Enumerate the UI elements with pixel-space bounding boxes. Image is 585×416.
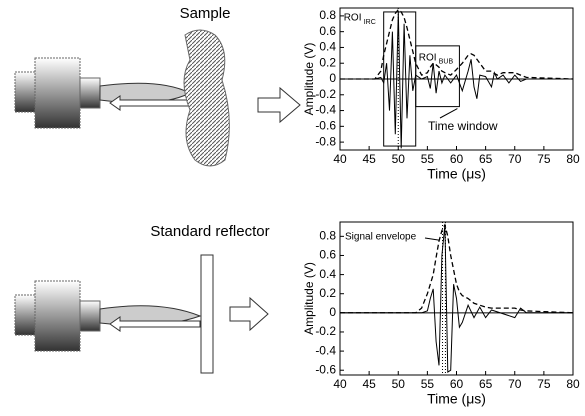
roi-label: ROI [419, 53, 437, 64]
roi-subscript: IRC [364, 19, 376, 26]
x-tick-label: 55 [421, 152, 435, 166]
x-tick-label: 65 [479, 377, 493, 391]
y-tick-label: -0.4 [315, 343, 336, 357]
x-tick-label: 50 [392, 152, 406, 166]
y-tick-label: -0.2 [315, 87, 336, 101]
annotation-arrow [424, 237, 440, 241]
y-tick-label: 0.8 [319, 8, 336, 22]
x-tick-label: 40 [333, 377, 347, 391]
signal-line [340, 224, 573, 374]
x-tick-label: 80 [566, 152, 580, 166]
signal-line [340, 8, 574, 80]
y-tick-label: -0.4 [315, 103, 336, 117]
annotation: Time window [428, 119, 498, 133]
roi-box [415, 45, 460, 108]
x-tick-label: 60 [450, 152, 464, 166]
y-axis-label: Amplitude (V) [302, 262, 316, 335]
x-tick-label: 55 [421, 377, 435, 391]
x-tick-label: 60 [450, 377, 464, 391]
roi-subscript: BUB [439, 59, 454, 66]
annotation: Signal envelope [345, 232, 417, 243]
x-tick-label: 50 [392, 377, 406, 391]
x-tick-label: 80 [566, 377, 580, 391]
x-tick-label: 75 [537, 377, 551, 391]
y-tick-label: 0.2 [319, 55, 336, 69]
y-axis-label: Amplitude (V) [302, 43, 316, 116]
y-tick-label: 0.4 [319, 40, 336, 54]
y-tick-label: -0.6 [315, 362, 336, 376]
y-tick-label: 0.6 [319, 248, 336, 262]
x-tick-label: 70 [508, 152, 522, 166]
y-tick-label: 0.4 [319, 267, 336, 281]
y-tick-label: -0.6 [315, 119, 336, 133]
x-axis-label: Time (μs) [427, 166, 486, 182]
x-tick-label: 45 [362, 377, 376, 391]
annotation-arrow [439, 108, 458, 119]
sample-label: Sample [180, 5, 231, 22]
reflector-label: Standard reflector [150, 223, 269, 240]
y-tick-label: 0.8 [319, 229, 336, 243]
y-tick-label: 0.2 [319, 286, 336, 300]
reflector-diagram: Standard reflector [14, 223, 270, 374]
x-tick-label: 75 [537, 152, 551, 166]
y-tick-label: 0.6 [319, 24, 336, 38]
roi-label: ROI [344, 13, 362, 24]
y-tick-label: 0 [329, 71, 336, 85]
y-tick-label: 0 [329, 305, 336, 319]
x-tick-label: 65 [479, 152, 493, 166]
x-axis-label: Time (μs) [427, 391, 486, 407]
y-tick-label: -0.2 [315, 324, 336, 338]
x-tick-label: 40 [333, 152, 347, 166]
y-tick-label: -0.8 [315, 134, 336, 148]
x-tick-label: 70 [508, 377, 522, 391]
sample-diagram: Sample [14, 5, 301, 167]
signal-line [340, 11, 573, 149]
signal-line [340, 223, 574, 314]
x-tick-label: 45 [362, 152, 376, 166]
